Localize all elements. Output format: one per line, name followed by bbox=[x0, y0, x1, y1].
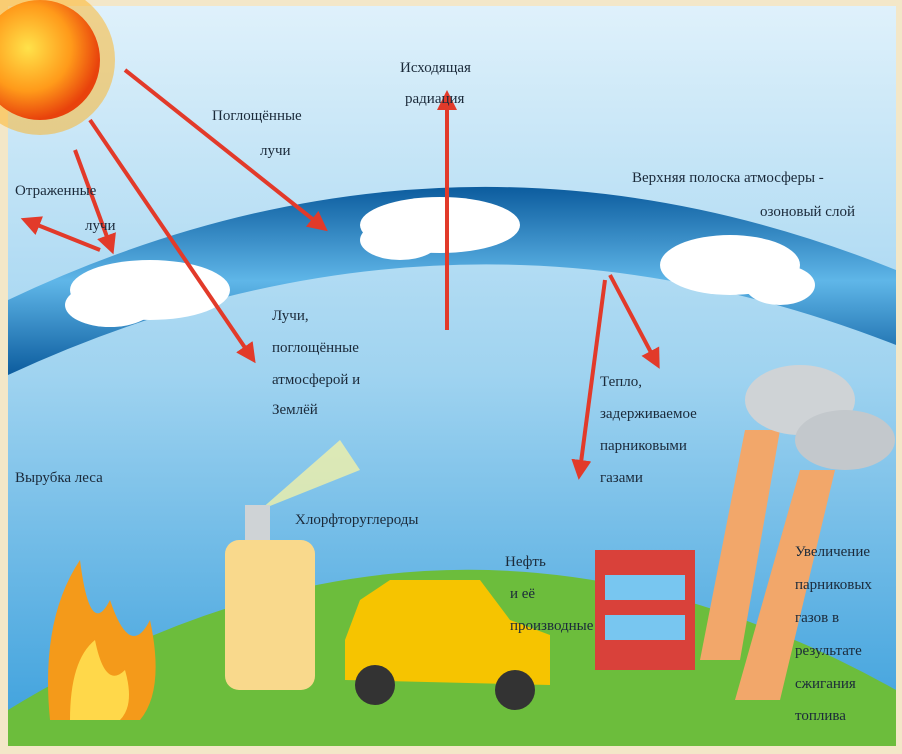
label: радиация bbox=[405, 91, 465, 107]
page: Отраженные лучи Поглощённые лучи Исходящ… bbox=[0, 0, 902, 754]
label: Отраженные bbox=[15, 183, 97, 199]
label: Увеличение bbox=[795, 544, 870, 560]
label: Тепло, bbox=[600, 374, 642, 390]
label: поглощённые bbox=[272, 340, 359, 356]
label: результате bbox=[795, 643, 862, 659]
label: Нефть bbox=[505, 554, 546, 570]
label: газов в bbox=[795, 610, 839, 626]
label: Землёй bbox=[272, 402, 318, 418]
label: Поглощённые bbox=[212, 108, 302, 124]
label: лучи bbox=[85, 218, 116, 234]
label: газами bbox=[600, 470, 643, 486]
label: сжигания bbox=[795, 676, 856, 692]
label: парниковыми bbox=[600, 438, 687, 454]
label: Вырубка леса bbox=[15, 470, 103, 486]
label: парниковых bbox=[795, 577, 872, 593]
label: атмосферой и bbox=[272, 372, 360, 388]
label: и её bbox=[510, 586, 535, 602]
greenhouse-diagram: Отраженные лучи Поглощённые лучи Исходящ… bbox=[0, 0, 902, 754]
label: топлива bbox=[795, 708, 846, 724]
label: лучи bbox=[260, 143, 291, 159]
label: Исходящая bbox=[400, 60, 471, 76]
label: озоновый слой bbox=[760, 204, 855, 220]
label: Верхняя полоска атмосферы - bbox=[632, 170, 824, 186]
label: Лучи, bbox=[272, 308, 309, 324]
label: задерживаемое bbox=[600, 406, 697, 422]
label: Хлорфторуглероды bbox=[295, 512, 419, 528]
label: производные bbox=[510, 618, 594, 634]
